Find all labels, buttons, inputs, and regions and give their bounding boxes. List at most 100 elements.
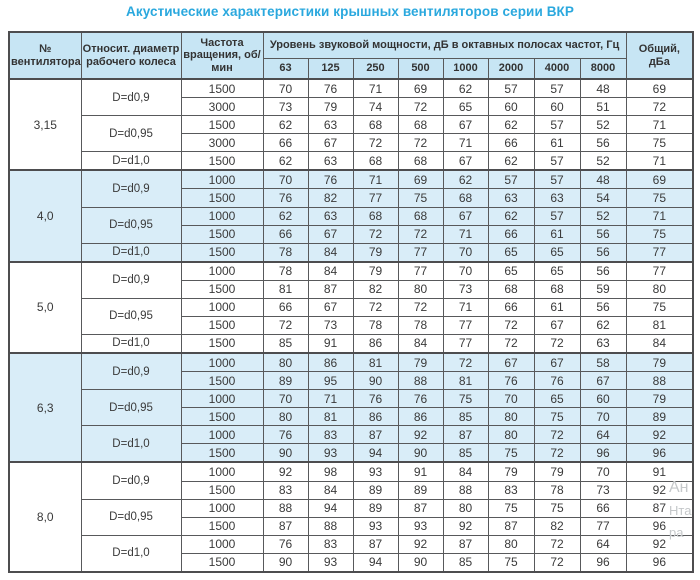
- speed-cell: 1000: [180, 169, 264, 190]
- level-cell: 82: [352, 279, 399, 299]
- speed-cell: 1000: [180, 461, 264, 482]
- speed-cell: 1500: [180, 242, 264, 263]
- level-cell: 68: [533, 279, 581, 299]
- level-cell: 87: [397, 498, 444, 518]
- total-dba-cell: 72: [625, 97, 694, 117]
- total-dba-cell: 71: [625, 206, 694, 226]
- level-cell: 65: [442, 97, 489, 117]
- level-cell: 77: [397, 242, 444, 263]
- level-cell: 67: [533, 352, 581, 373]
- speed-cell: 1500: [180, 480, 264, 500]
- level-cell: 62: [487, 206, 535, 226]
- level-cell: 85: [442, 443, 489, 463]
- acoustic-characteristics-table: № вентилятора Относит. диаметр рабочего …: [8, 31, 695, 573]
- level-cell: 52: [579, 151, 627, 171]
- level-cell: 68: [442, 188, 489, 208]
- level-cell: 62: [262, 206, 309, 226]
- level-cell: 70: [262, 169, 309, 190]
- level-cell: 79: [397, 352, 444, 373]
- level-cell: 76: [533, 371, 581, 391]
- table-row: 6,3 D=d0,9 1000 80 86 81 79 72 67 67 58 79: [8, 352, 694, 463]
- level-cell: 89: [352, 498, 399, 518]
- level-cell: 75: [487, 552, 535, 573]
- level-cell: 86: [307, 352, 354, 373]
- level-cell: 91: [307, 333, 354, 354]
- diameter-cell: D=d0,9: [80, 169, 182, 208]
- level-cell: 65: [533, 260, 581, 281]
- total-dba-cell: 92: [625, 425, 694, 445]
- table-row: 1500 83 84 89 89 88 83 78 73 92: [9, 480, 694, 500]
- level-cell: 88: [397, 371, 444, 391]
- level-cell: 90: [397, 552, 444, 573]
- header-fan-number: № вентилятора: [8, 31, 82, 80]
- speed-cell: 1500: [180, 333, 264, 354]
- level-cell: 81: [307, 407, 354, 427]
- level-cell: 85: [442, 407, 489, 427]
- level-cell: 79: [352, 260, 399, 281]
- level-cell: 54: [579, 188, 627, 208]
- level-cell: 71: [442, 297, 489, 317]
- level-cell: 95: [307, 371, 354, 391]
- level-cell: 57: [533, 206, 581, 226]
- level-cell: 56: [579, 224, 627, 244]
- level-cell: 56: [579, 242, 627, 263]
- level-cell: 66: [579, 498, 627, 518]
- total-dba-cell: 75: [625, 133, 694, 153]
- level-cell: 96: [579, 552, 627, 573]
- level-cell: 63: [307, 206, 354, 226]
- level-cell: 73: [442, 279, 489, 299]
- speed-cell: 1500: [180, 78, 264, 99]
- level-cell: 92: [442, 516, 489, 536]
- level-cell: 67: [307, 297, 354, 317]
- speed-cell: 1500: [180, 151, 264, 171]
- level-cell: 67: [487, 352, 535, 373]
- header-total-dba: Общий, дБа: [625, 31, 694, 80]
- total-dba-cell: 80: [625, 279, 694, 299]
- level-cell: 61: [533, 224, 581, 244]
- level-cell: 81: [262, 279, 309, 299]
- speed-cell: 1500: [180, 224, 264, 244]
- total-dba-cell: 75: [625, 297, 694, 317]
- fan-number-cell: 6,3: [8, 352, 82, 463]
- table-row: 8,0 D=d0,9 1000 92 98 93 91 84 79 79 70 91: [8, 461, 694, 573]
- total-dba-cell: 91: [625, 461, 694, 482]
- diameter-cell: D=d1,0: [80, 534, 182, 573]
- level-cell: 75: [442, 389, 489, 409]
- speed-cell: 1000: [180, 498, 264, 518]
- level-cell: 68: [397, 206, 444, 226]
- acoustic-table-container: № вентилятора Относит. диаметр рабочего …: [8, 31, 695, 573]
- level-cell: 64: [579, 534, 627, 554]
- table-row: 3000 66 67 72 72 71 66 61 56 75: [9, 133, 694, 153]
- speed-cell: 1500: [180, 443, 264, 463]
- level-cell: 66: [487, 224, 535, 244]
- level-cell: 67: [442, 115, 489, 135]
- total-dba-cell: 81: [625, 315, 694, 335]
- speed-cell: 1000: [180, 425, 264, 445]
- level-cell: 80: [442, 498, 489, 518]
- level-cell: 87: [307, 279, 354, 299]
- level-cell: 60: [487, 97, 535, 117]
- speed-cell: 1500: [180, 115, 264, 135]
- level-cell: 71: [442, 133, 489, 153]
- level-cell: 78: [352, 315, 399, 335]
- level-cell: 67: [442, 206, 489, 226]
- level-cell: 60: [533, 97, 581, 117]
- fan-number-cell: 4,0: [8, 169, 82, 263]
- total-dba-cell: 79: [625, 389, 694, 409]
- level-cell: 78: [262, 242, 309, 263]
- level-cell: 67: [533, 315, 581, 335]
- level-cell: 92: [397, 425, 444, 445]
- diameter-cell: D=d1,0: [80, 425, 182, 463]
- level-cell: 73: [262, 97, 309, 117]
- total-dba-cell: 77: [625, 260, 694, 281]
- level-cell: 68: [352, 115, 399, 135]
- total-dba-cell: 71: [625, 151, 694, 171]
- level-cell: 92: [397, 534, 444, 554]
- level-cell: 73: [579, 480, 627, 500]
- level-cell: 65: [533, 389, 581, 409]
- level-cell: 60: [579, 389, 627, 409]
- level-cell: 57: [533, 169, 581, 190]
- fan-number-cell: 8,0: [8, 461, 82, 573]
- level-cell: 66: [262, 297, 309, 317]
- level-cell: 72: [352, 297, 399, 317]
